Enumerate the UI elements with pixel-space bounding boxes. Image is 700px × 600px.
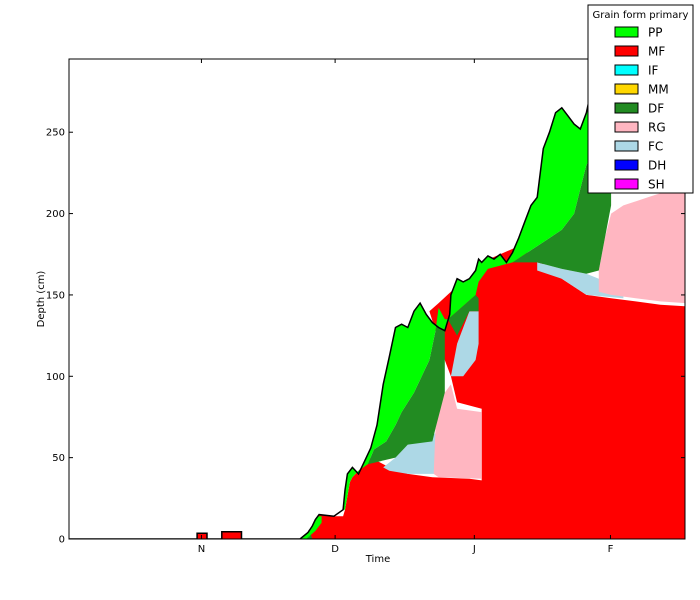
layer-rg-4 <box>433 384 482 479</box>
legend-title: Grain form primary <box>593 10 689 21</box>
layer-mf-0 <box>69 246 685 539</box>
layer-rg-5 <box>598 184 685 304</box>
y-axis-label: Depth (cm) <box>36 271 47 328</box>
legend-swatch-df <box>614 102 639 114</box>
plot-frame <box>68 58 686 540</box>
legend-label-df: DF <box>648 102 664 116</box>
legend-swatch-fc <box>614 140 639 152</box>
snow-surface-line <box>69 74 612 539</box>
legend-swatch-mf <box>614 45 639 57</box>
layer-fc-1 <box>383 431 443 474</box>
y-tick-label: 200 <box>46 209 65 220</box>
legend-label-if: IF <box>648 64 659 78</box>
plot-area <box>68 58 686 540</box>
legend-box <box>587 4 694 194</box>
legend-swatch-rg <box>614 121 639 133</box>
legend-label-sh: SH <box>648 178 665 192</box>
layer-df-9 <box>447 294 479 336</box>
legend-swatch-pp <box>614 26 639 38</box>
x-tick-label: F <box>608 544 614 555</box>
legend-label-fc: FC <box>648 140 663 154</box>
y-tick-label: 100 <box>46 372 65 383</box>
y-tick-label: 0 <box>59 535 65 546</box>
layer-pp-11 <box>300 516 322 539</box>
y-tick-label: 150 <box>46 290 65 301</box>
legend-label-rg: RG <box>648 121 666 135</box>
x-axis-label: Time <box>365 554 390 565</box>
legend-label-dh: DH <box>648 159 666 173</box>
layer-pp-12 <box>343 75 612 510</box>
legend: Grain form primary PP MF IF MM DF RG FC DH SH <box>587 4 694 194</box>
x-tick-label: J <box>472 544 476 555</box>
legend-label-pp: PP <box>648 26 662 40</box>
layer-df-8 <box>367 307 445 465</box>
legend-swatch-sh <box>614 178 639 190</box>
legend-swatch-if <box>614 64 639 76</box>
legend-swatch-dh <box>614 159 639 171</box>
legend-label-mm: MM <box>648 83 669 97</box>
layer-df-10 <box>512 148 612 274</box>
legend-label-mf: MF <box>648 45 665 59</box>
legend-swatch-mm <box>614 83 639 95</box>
x-tick-label: N <box>198 544 205 555</box>
y-tick-label: 250 <box>46 128 65 139</box>
layer-fc-2 <box>450 311 479 377</box>
y-tick-label: 50 <box>52 453 65 464</box>
x-tick-label: D <box>331 544 339 555</box>
grain-layers <box>69 74 685 539</box>
